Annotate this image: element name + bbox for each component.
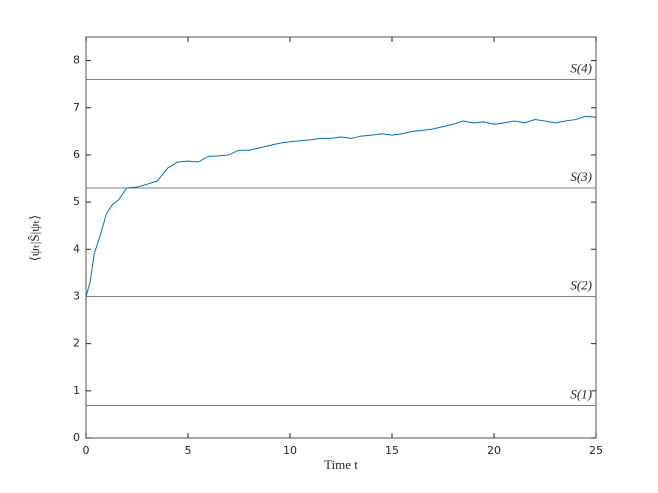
- reference-label: S(2): [570, 277, 592, 292]
- x-tick-label: 10: [283, 444, 297, 457]
- data-line: [85, 115, 597, 297]
- y-tick-label: 7: [73, 101, 80, 114]
- reference-label: S(1): [570, 386, 592, 401]
- y-tick-label: 8: [73, 54, 80, 67]
- reference-label: S(3): [570, 169, 592, 184]
- x-tick-label: 20: [487, 444, 501, 457]
- y-tick-label: 3: [73, 289, 80, 302]
- y-tick-label: 6: [73, 148, 80, 161]
- plot-frame: [85, 36, 597, 439]
- x-tick-label: 0: [83, 444, 90, 457]
- x-tick-label: 5: [185, 444, 192, 457]
- y-tick-label: 4: [73, 242, 80, 255]
- y-tick-label: 5: [73, 195, 80, 208]
- x-tick-label: 25: [589, 444, 603, 457]
- x-axis-label: Time t: [324, 457, 358, 472]
- y-tick-label: 1: [73, 384, 80, 397]
- reference-label: S(4): [570, 60, 592, 75]
- x-tick-label: 15: [385, 444, 399, 457]
- y-axis-label: ⟨ψₜ|Ŝ|ψₜ⟩: [27, 215, 42, 262]
- y-tick-label: 2: [73, 337, 80, 350]
- y-tick-label: 0: [73, 431, 80, 444]
